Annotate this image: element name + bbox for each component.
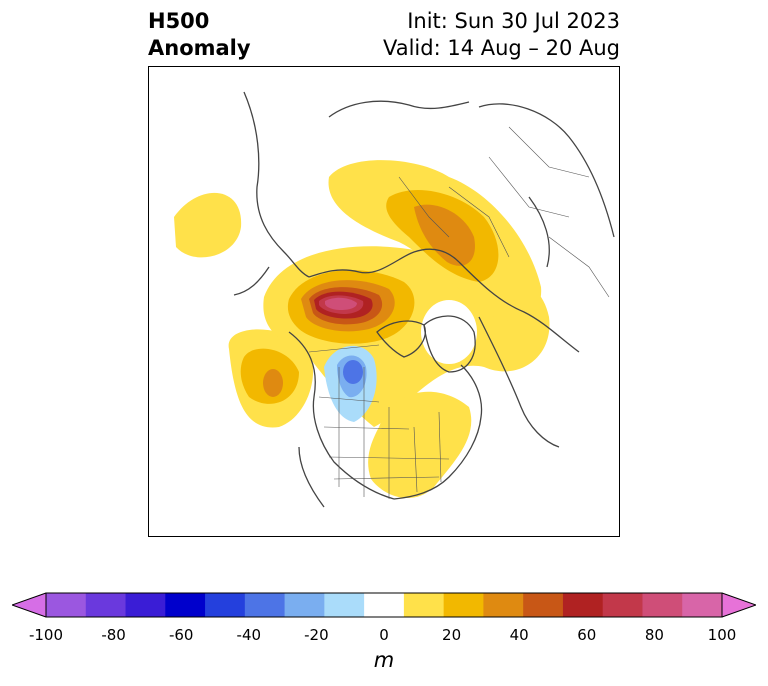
colorbar-tick-label: 100 <box>707 626 737 644</box>
colorbar-segment <box>284 593 325 617</box>
colorbar-segment <box>85 593 127 617</box>
coastlines <box>233 91 615 508</box>
title-left: H500 Anomaly <box>148 8 251 62</box>
colorbar-segment <box>46 593 87 617</box>
init-time: Init: Sun 30 Jul 2023 <box>407 9 620 33</box>
colorbar-tick-label: -80 <box>101 626 126 644</box>
colorbar-segment <box>602 593 643 617</box>
colorbar-tick-label: 80 <box>644 626 664 644</box>
colorbar-tick-label: -100 <box>28 626 64 644</box>
colorbar-segment <box>205 593 246 617</box>
map-panel <box>148 66 620 537</box>
colorbar <box>12 592 756 618</box>
title-type: Anomaly <box>148 36 251 60</box>
colorbar-units: m <box>373 648 395 672</box>
colorbar-segment <box>403 593 445 617</box>
title-right: Init: Sun 30 Jul 2023 Valid: 14 Aug – 20… <box>383 8 620 62</box>
colorbar-segment <box>364 593 405 617</box>
colorbar-tick-label: 0 <box>379 626 389 644</box>
colorbar-outline <box>45 592 723 618</box>
positive-anomaly-east-us <box>368 391 472 499</box>
negative-anomaly-plains <box>324 345 377 422</box>
colorbar-segment <box>244 593 286 617</box>
colorbar-segment <box>682 593 723 617</box>
colorbar-tick-label: 20 <box>442 626 462 644</box>
colorbar-max-extend <box>722 593 756 617</box>
colorbar-segment <box>324 593 365 617</box>
valid-period: Valid: 14 Aug – 20 Aug <box>382 36 620 60</box>
colorbar-tick-label: 60 <box>577 626 597 644</box>
colorbar-segment <box>562 593 604 617</box>
positive-anomaly-russia <box>328 160 542 321</box>
positive-anomaly-pacific <box>174 192 314 428</box>
colorbar-segment <box>443 593 484 617</box>
colorbar-tick-label: -60 <box>168 626 194 644</box>
colorbar-tick-label: -40 <box>236 626 262 644</box>
colorbar-segment <box>125 593 166 617</box>
colorbar-segment <box>483 593 524 617</box>
colorbar-extend-outline <box>12 592 756 618</box>
colorbar-min-extend <box>12 593 46 617</box>
colorbar-segment <box>523 593 564 617</box>
anomaly-map <box>174 91 615 508</box>
neutral-area <box>421 300 477 364</box>
colorbar-tick-label: 40 <box>509 626 529 644</box>
colorbar-segment <box>165 593 206 617</box>
political-boundaries <box>308 126 610 499</box>
colorbar-segment <box>642 593 683 617</box>
title-variable: H500 <box>148 9 210 33</box>
colorbar-tick-label: -20 <box>304 626 329 644</box>
